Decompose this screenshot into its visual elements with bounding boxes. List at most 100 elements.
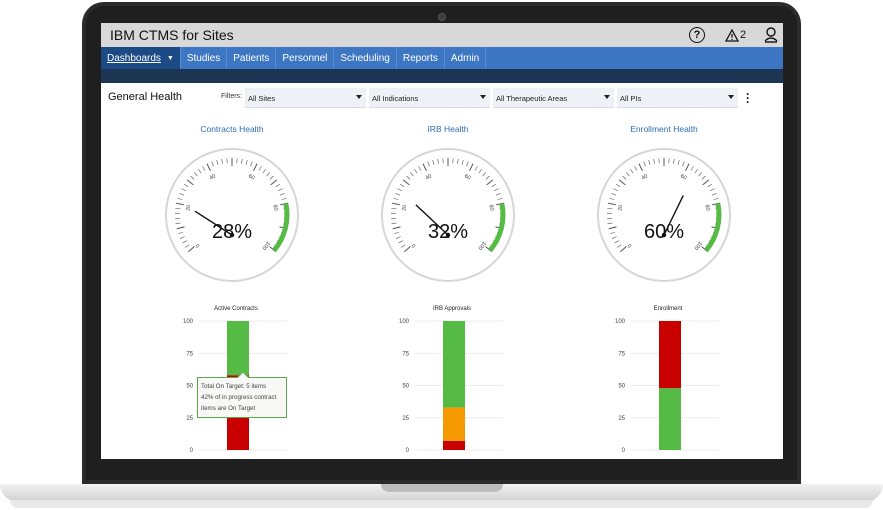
gauge-tick [493,188,499,192]
gauge-title-irb[interactable]: IRB Health [427,124,469,134]
gauge-target-zone [488,203,506,252]
gauge-tick [478,168,483,174]
bar-segment-green[interactable] [443,321,465,408]
y-tick-label: 25 [186,416,193,422]
filter-indications-value: All Indications [372,94,419,103]
gauge-tick [393,197,399,200]
gauge-tick [182,240,187,244]
bar-segment-green[interactable] [227,321,249,376]
gauge-tick [613,188,619,192]
bar-segment-orange[interactable] [443,407,465,441]
gauge-tick [711,202,720,206]
gauge-tick [617,244,622,248]
gauge-tick [491,183,497,188]
gauge-tick [474,166,478,171]
bar-segment-red[interactable] [443,440,465,450]
gauge-tick [186,179,194,186]
gauge-title-enrollment[interactable]: Enrollment Health [630,124,698,134]
bar-segment-green[interactable] [659,388,681,450]
nav-studies[interactable]: Studies [181,47,228,69]
filter-pis[interactable]: All PIs [617,88,738,108]
gauge-tick [175,207,181,210]
gauge-tick [457,158,459,164]
gauge-tick [701,175,706,180]
nav-patients[interactable]: Patients [227,47,277,69]
gauge-tick [178,231,183,235]
nav-personnel[interactable]: Personnel [276,47,335,69]
sub-nav-bar [101,69,783,83]
gauge-tick-label: 0 [627,242,634,248]
gauge-value-enrollment: 60% [643,221,685,243]
y-tick-label: 50 [186,384,193,390]
gauge-tick [197,168,202,174]
gauge-tick [250,161,253,167]
gauge-target-zone [272,203,290,252]
gauge-tick [707,183,713,188]
gauge-pivot [229,232,235,238]
gauge-tick-label: 80 [487,204,494,211]
gauge-tick [395,236,401,239]
gauge-tick [275,183,281,188]
user-icon[interactable] [764,26,778,44]
gauge-tick [486,179,494,186]
filter-therapeutic-areas[interactable]: All Therapeutic Areas [493,88,614,108]
alert-count: 2 [740,29,747,41]
gauge-tick [279,193,285,196]
gauge-tick [392,202,401,206]
y-tick-label: 75 [186,351,193,357]
gauge-needle [663,195,684,236]
gauge-tick [398,240,403,244]
gauge-tick [482,172,487,177]
nav-admin[interactable]: Admin [445,47,487,69]
more-options-icon[interactable]: · · · [746,87,750,109]
gauge-tick [253,163,258,172]
gauge-tick [266,172,271,177]
gauge-tick-label: 0 [411,242,418,248]
gauge-tick [281,197,287,200]
filter-sites[interactable]: All Sites [245,88,366,108]
gauge-tick [391,222,397,225]
gauge-tick [422,163,427,172]
alert-icon[interactable]: 2 [725,26,746,44]
title-bar: IBM CTMS for Sites ? 2 [101,23,783,47]
gauge-tick-label: 60 [247,173,255,181]
gauge-tick-label: 40 [209,173,217,181]
filter-pis-value: All PIs [620,94,642,103]
gauge-tick [611,193,617,196]
gauge-tick [618,179,626,186]
nav-reports[interactable]: Reports [397,47,445,69]
gauge-tick-label: 100 [476,240,487,251]
tooltip-line-2: 42% of in progress contract [201,394,277,401]
gauge-tick [418,166,422,171]
gauge-tick [608,202,617,206]
laptop-notch [381,484,503,492]
gauge-tick [432,160,435,165]
y-tick-label: 0 [190,448,194,454]
gauge-tick [216,160,219,165]
gauge-title-contracts[interactable]: Contracts Health [200,124,264,134]
chevron-down-icon [356,95,362,99]
y-tick-label: 75 [402,351,409,357]
gauge-dial [381,148,515,282]
filter-indications[interactable]: All Indications [369,88,490,108]
gauge-tick [638,163,643,172]
bar-segment-red[interactable] [659,321,681,389]
gauge-tick [269,246,276,253]
gauge-tick [179,236,185,239]
help-icon[interactable]: ? [689,27,705,43]
gauge-tick [607,222,613,225]
gauge-tick [391,207,397,210]
gauge-value-contracts: 28% [211,221,253,243]
gauge-tick [614,240,619,244]
nav-scheduling[interactable]: Scheduling [334,47,397,69]
gauge-tick [694,168,699,174]
gauge-pivot [445,232,451,238]
gauge-tick [610,231,615,235]
nav-dashboards[interactable]: Dashboards ▼ [101,47,181,69]
gauge-tick [262,168,267,174]
gauge-enrollment-health: 0 20 40 60 80 100 [597,148,731,282]
gauge-tick [245,160,248,165]
gauge-tick [277,188,283,192]
gauge-tick [485,175,490,180]
gauge-tick [629,168,634,174]
